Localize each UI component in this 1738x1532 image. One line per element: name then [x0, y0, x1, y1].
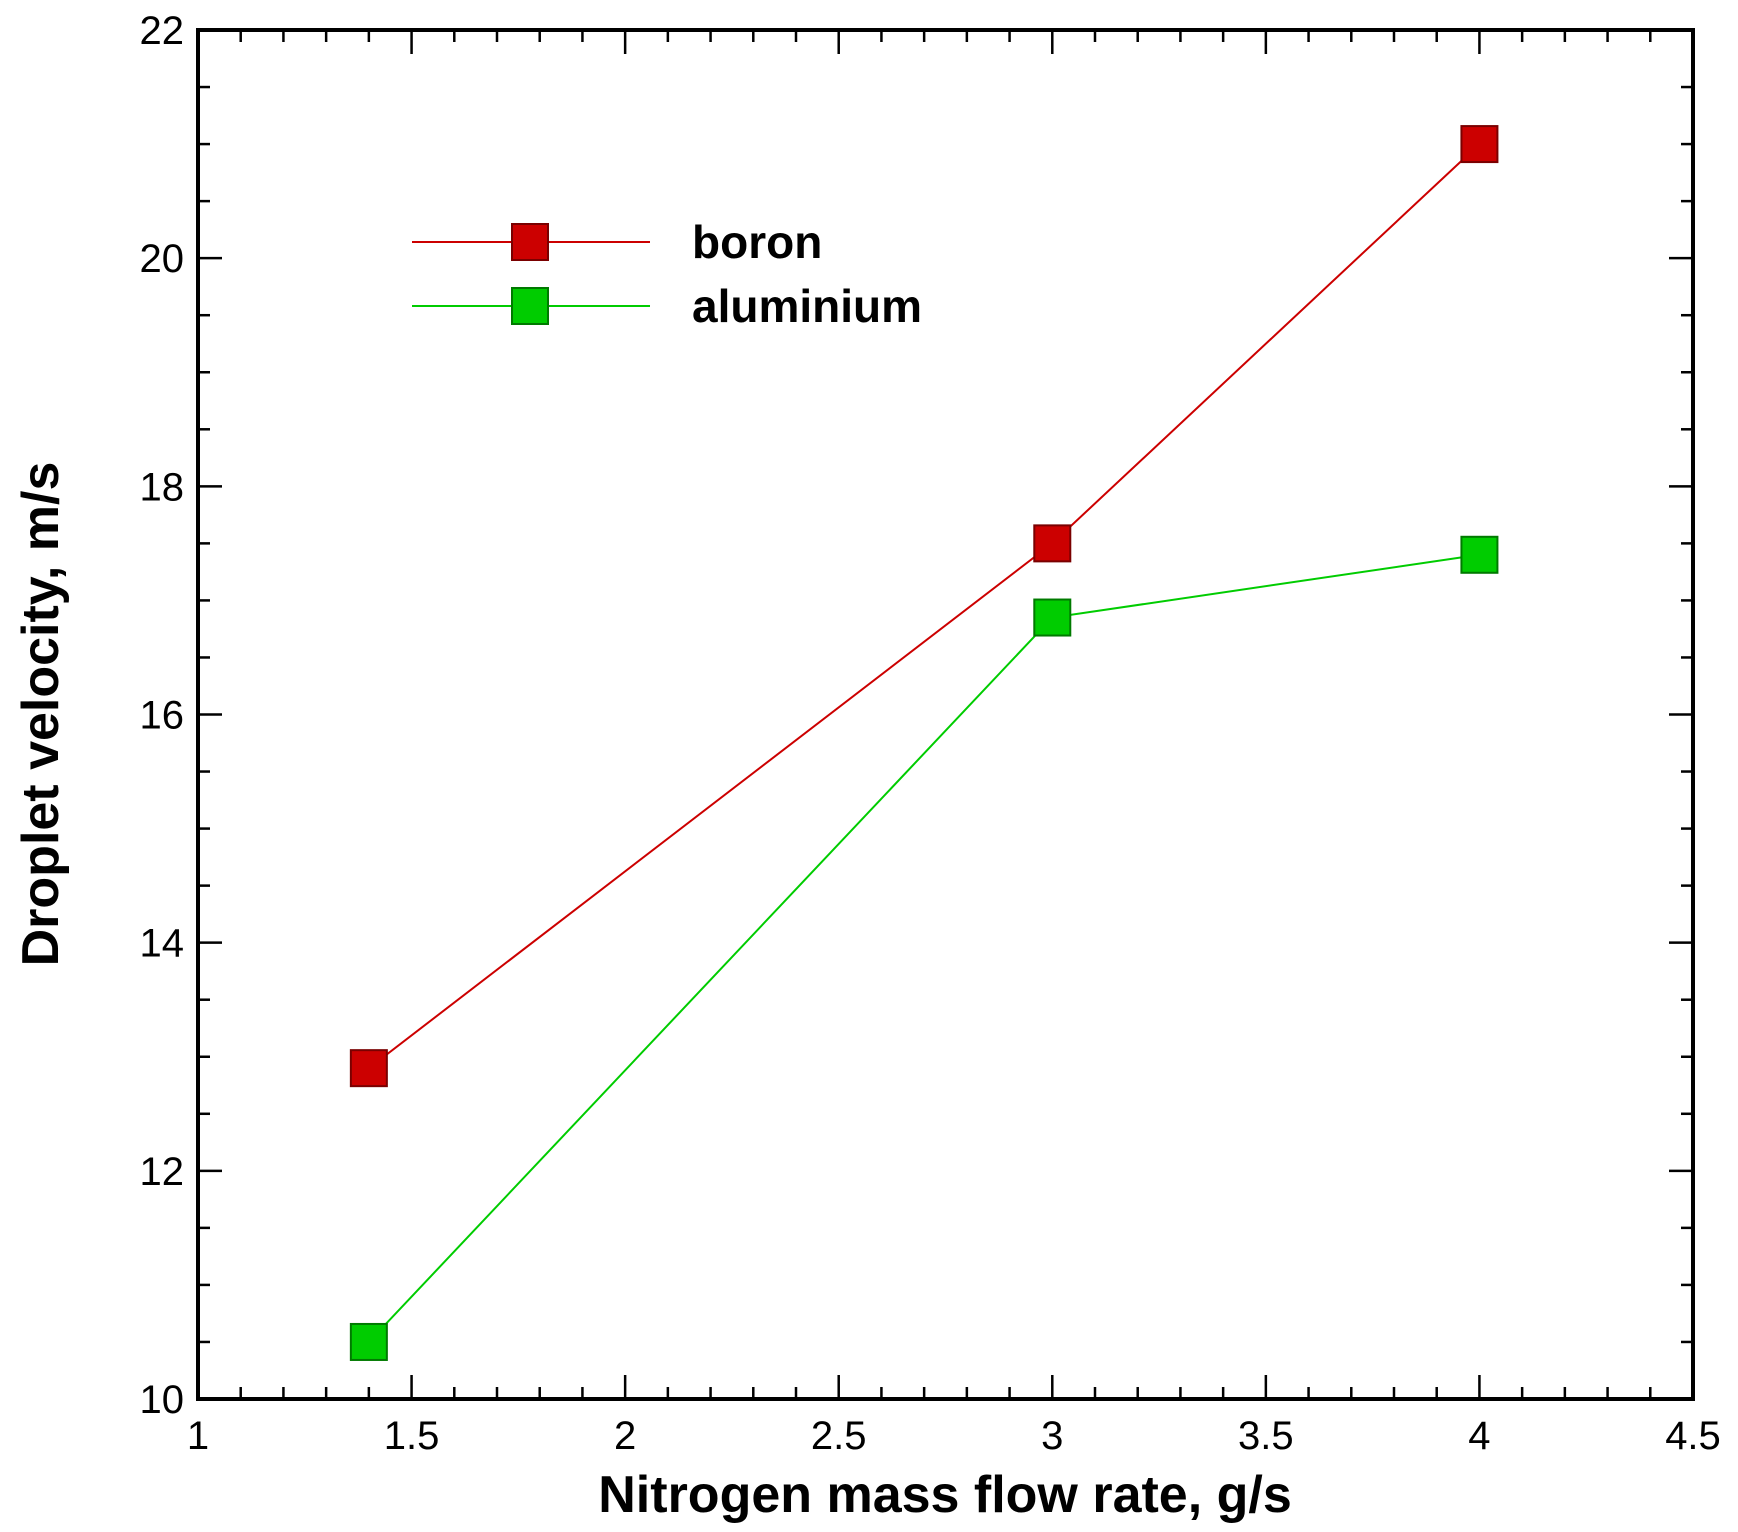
y-tick-label: 20	[140, 237, 185, 281]
x-axis-title: Nitrogen mass flow rate, g/s	[598, 1466, 1292, 1524]
data-point-aluminium	[1460, 535, 1499, 574]
y-axis-title: Droplet velocity, m/s	[12, 462, 70, 967]
data-point-boron	[1033, 524, 1072, 563]
data-point-boron	[349, 1049, 388, 1088]
data-point-aluminium	[349, 1322, 388, 1361]
x-tick-label: 1.5	[384, 1414, 440, 1458]
x-tick-label: 2	[614, 1414, 636, 1458]
y-tick-label: 18	[140, 465, 185, 509]
y-tick-label: 22	[140, 9, 185, 53]
series-line-aluminium	[368, 553, 1480, 1343]
legend-label-aluminium: aluminium	[692, 280, 922, 332]
x-tick-label: 2.5	[811, 1414, 867, 1458]
y-tick-label: 10	[140, 1378, 185, 1422]
y-tick-label: 12	[140, 1150, 185, 1194]
data-point-boron	[1460, 125, 1499, 164]
series-line-boron	[368, 143, 1481, 1069]
y-tick-label: 14	[140, 922, 185, 966]
x-tick-label: 3.5	[1238, 1414, 1294, 1458]
series-layer	[349, 125, 1499, 1361]
legend-label-boron: boron	[692, 216, 822, 268]
ticks-layer	[196, 28, 1695, 1401]
legend-marker-aluminium	[511, 287, 549, 325]
legend-marker-boron	[511, 223, 549, 261]
data-point-aluminium	[1033, 598, 1072, 637]
x-tick-label: 1	[187, 1414, 209, 1458]
y-tick-label: 16	[140, 694, 185, 738]
x-tick-label: 3	[1041, 1414, 1063, 1458]
plot-frame	[196, 28, 1695, 1401]
legend: boron aluminium	[412, 216, 922, 332]
x-tick-label: 4	[1468, 1414, 1490, 1458]
tick-labels-layer: 1 1.5 2 2.5 3 3.5 4 4.5 10 12 14 16 18 20 22	[140, 9, 1721, 1458]
x-tick-label: 4.5	[1665, 1414, 1721, 1458]
